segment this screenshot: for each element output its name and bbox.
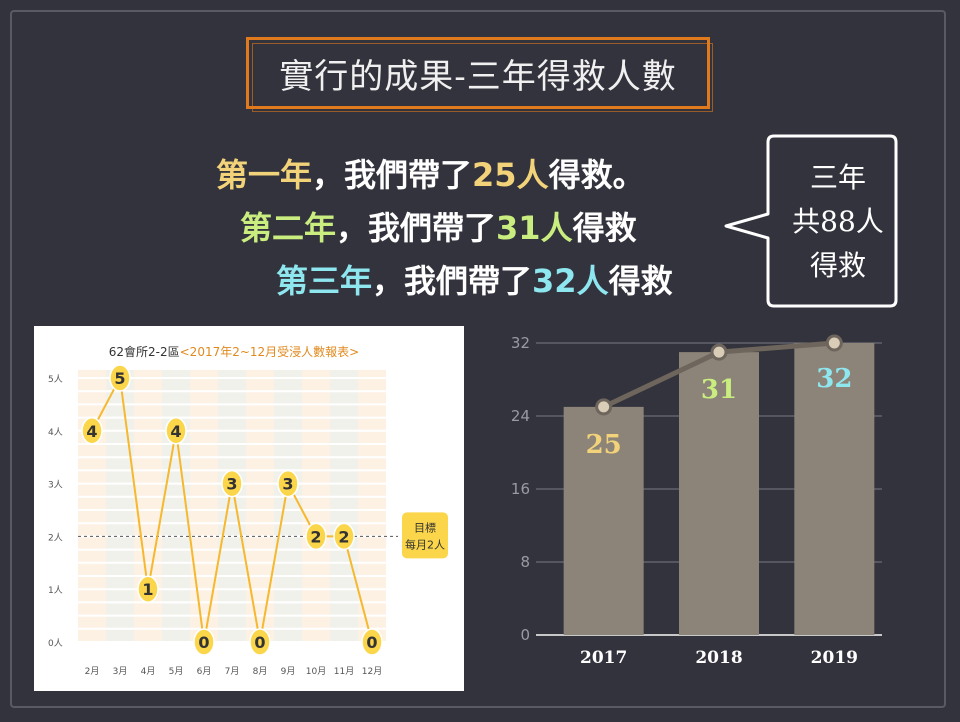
data-point <box>193 628 215 656</box>
data-label: 25 <box>586 430 622 460</box>
data-label: 31 <box>701 375 737 405</box>
x-tick-label: 3月 <box>113 666 128 677</box>
bar <box>563 406 644 635</box>
data-point <box>361 628 383 656</box>
y-tick-label: 0 <box>520 626 530 644</box>
statement-number: 32人 <box>532 262 609 300</box>
y-tick-label: 1人 <box>48 585 63 596</box>
bubble-line-1: 三年 <box>809 161 866 194</box>
data-label: 2 <box>310 527 321 546</box>
x-tick-label: 2019 <box>811 648 858 668</box>
data-label: 5 <box>114 369 125 388</box>
target-badge <box>402 512 448 559</box>
x-tick-label: 2月 <box>85 666 100 677</box>
x-tick-label: 2018 <box>695 648 742 668</box>
statement-mid: ，我們帶了 <box>312 156 473 194</box>
column-band <box>330 370 358 642</box>
column-band <box>218 370 246 642</box>
y-tick-label: 16 <box>511 480 530 498</box>
bubble-text: 三年 共88人 得救 <box>776 156 900 288</box>
bubble-line-2: 共88人 <box>792 205 884 238</box>
y-tick-label: 2人 <box>48 532 63 543</box>
column-band <box>302 370 330 642</box>
trend-point <box>710 343 728 361</box>
statement-mid: ，我們帶了 <box>372 262 533 300</box>
monthly-chart-panel: 0人 1人 2人 3人 4人 5人 2月 3月 4月 5月 6月 7月 8月 9月 10月 11月 12月 目標每… <box>34 326 464 691</box>
statement-number: 25人 <box>472 156 549 194</box>
y-tick-label: 4人 <box>48 427 63 438</box>
column-band <box>246 370 274 642</box>
monthly-baptism-chart: 0人 1人 2人 3人 4人 5人 2月 3月 4月 5月 6月 7月 8月 9月 10月 11月 12月 目標每… <box>48 345 448 677</box>
bar <box>794 343 875 635</box>
data-label: 3 <box>226 475 237 494</box>
statement-year-2: 第二年，我們帶了31人得救 <box>240 203 637 249</box>
y-tick-label: 3人 <box>48 480 63 491</box>
y-tick-label: 0人 <box>48 638 63 649</box>
data-label: 4 <box>170 422 181 441</box>
statement-lead: 第三年 <box>276 262 373 300</box>
statement-tail: 得救 <box>572 209 637 247</box>
statement-year-1: 第一年，我們帶了25人得救。 <box>216 150 645 196</box>
data-point <box>277 469 299 498</box>
x-tick-label: 11月 <box>334 666 354 677</box>
data-label: 3 <box>282 475 293 494</box>
chart-title: 62會所2-2區<2017年2~12月受浸人數報表> <box>109 345 359 359</box>
data-label: 2 <box>338 527 349 546</box>
target-label-2: 每月2人 <box>405 537 445 551</box>
x-tick-label: 12月 <box>362 666 382 677</box>
statement-tail: 得救 <box>608 262 673 300</box>
title-text: 實行的成果-三年得救人數 <box>279 56 677 97</box>
data-label: 1 <box>142 580 153 599</box>
column-band <box>190 370 218 642</box>
data-label: 0 <box>198 633 209 652</box>
y-tick-label: 8 <box>520 553 530 571</box>
y-tick-label: 5人 <box>48 374 63 385</box>
column-band <box>106 370 134 642</box>
statement-year-3: 第三年，我們帶了32人得救 <box>276 256 673 302</box>
column-band <box>358 370 386 642</box>
data-label: 0 <box>366 633 377 652</box>
data-point <box>305 522 327 551</box>
x-tick-label: 6月 <box>197 666 212 677</box>
bar <box>679 352 759 635</box>
statement-lead: 第二年 <box>240 209 337 247</box>
y-tick-label: 24 <box>511 407 530 425</box>
yearly-bar-chart: 0 8 16 24 32 2017 2018 2019 25 31 32 <box>511 334 882 668</box>
x-tick-label: 5月 <box>169 666 184 677</box>
data-point <box>333 522 355 551</box>
x-tick-label: 9月 <box>281 666 296 677</box>
data-label: 4 <box>86 422 97 441</box>
data-point <box>109 364 131 392</box>
statement-lead: 第一年 <box>216 156 313 194</box>
data-point <box>249 628 271 656</box>
data-point <box>221 469 243 498</box>
data-label: 0 <box>254 633 265 652</box>
statement-tail: 得救。 <box>548 156 645 194</box>
target-label-1: 目標 <box>414 520 436 534</box>
x-tick-label: 2017 <box>580 648 627 668</box>
x-tick-label: 8月 <box>253 666 268 677</box>
x-tick-label: 4月 <box>141 666 156 677</box>
slide-frame <box>10 10 946 708</box>
data-point <box>81 417 103 445</box>
y-tick-label: 32 <box>511 334 530 352</box>
slide-title: 實行的成果-三年得救人數 <box>246 37 713 112</box>
trend-point <box>595 398 613 416</box>
trend-point <box>825 334 843 352</box>
statement-mid: ，我們帶了 <box>336 209 497 247</box>
speech-bubble <box>724 134 898 308</box>
statement-number: 31人 <box>496 209 573 247</box>
x-tick-label: 7月 <box>225 666 240 677</box>
data-label: 32 <box>816 364 852 394</box>
data-point <box>165 417 187 445</box>
bubble-line-3: 得救 <box>809 249 866 282</box>
column-band <box>274 370 302 642</box>
x-tick-label: 10月 <box>306 666 326 677</box>
data-point <box>137 575 159 603</box>
